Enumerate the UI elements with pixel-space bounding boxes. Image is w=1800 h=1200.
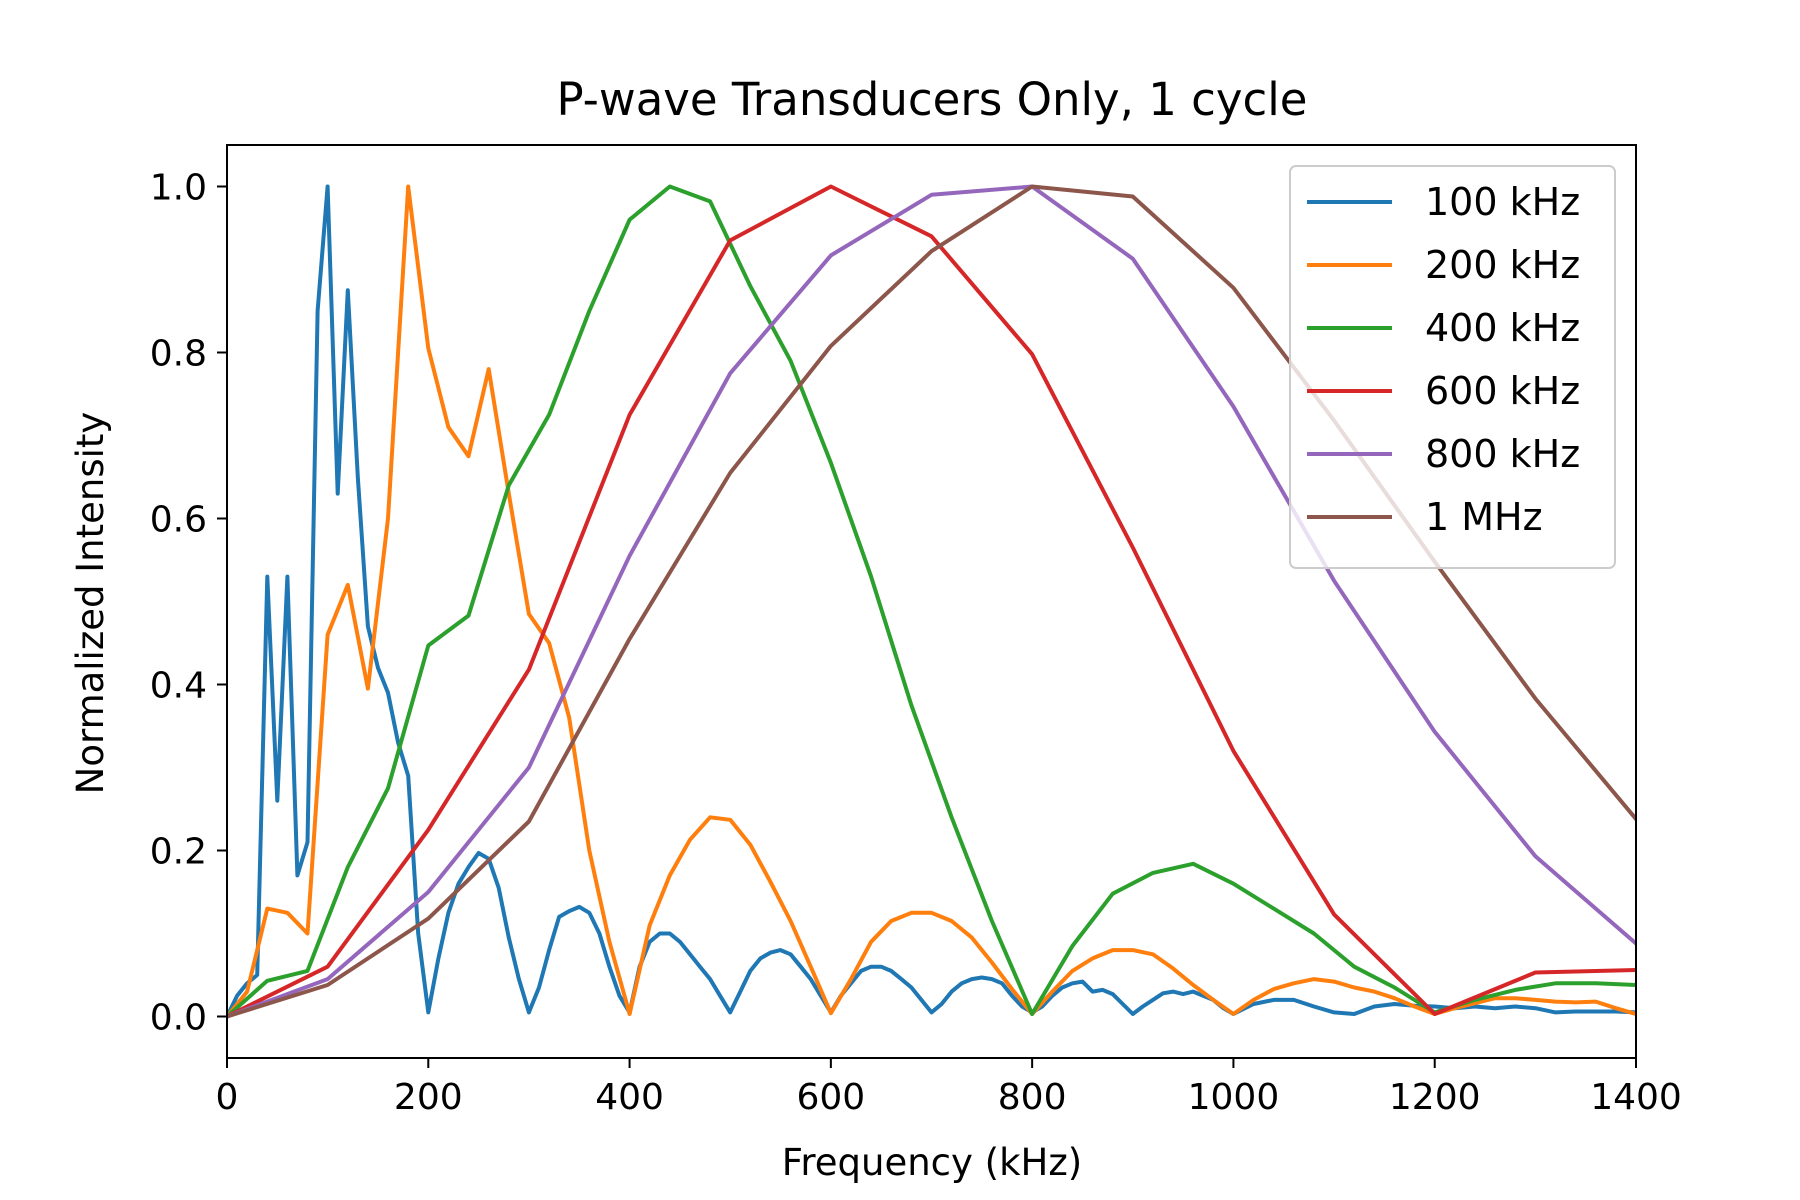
- x-tick-label: 200: [394, 1077, 463, 1118]
- x-axis: 0 200 400 600 800 1000 1200 1400: [216, 1058, 1682, 1118]
- y-tick-label: 0.2: [150, 832, 207, 873]
- legend-entry-label: 200 kHz: [1425, 243, 1580, 287]
- x-tick-label: 1200: [1389, 1077, 1481, 1118]
- legend-entry-label: 100 kHz: [1425, 180, 1580, 224]
- series-line-200-khz: [227, 184, 1636, 1020]
- chart-title: P-wave Transducers Only, 1 cycle: [557, 73, 1308, 126]
- y-tick-label: 0.0: [150, 998, 207, 1039]
- y-tick-label: 0.6: [150, 500, 207, 541]
- y-tick-label: 0.4: [150, 666, 207, 707]
- legend-entry-label: 600 kHz: [1425, 369, 1580, 413]
- x-tick-label: 400: [595, 1077, 664, 1118]
- y-axis-title: Normalized Intensity: [69, 412, 112, 795]
- legend-entry-label: 800 kHz: [1425, 432, 1580, 476]
- y-axis: 0.0 0.2 0.4 0.6 0.8 1.0: [150, 168, 227, 1039]
- x-axis-title: Frequency (kHz): [782, 1141, 1082, 1184]
- y-tick-label: 0.8: [150, 334, 207, 375]
- legend: 100 kHz 200 kHz 400 kHz 600 kHz 800 kHz 1 MHz: [1289, 165, 1616, 569]
- y-tick-label: 1.0: [150, 168, 207, 209]
- legend-entry-label: 400 kHz: [1425, 306, 1580, 350]
- series-line-400-khz: [227, 184, 1636, 1020]
- legend-entry-label: 1 MHz: [1425, 495, 1543, 539]
- x-tick-label: 600: [796, 1077, 865, 1118]
- x-tick-label: 1400: [1590, 1077, 1682, 1118]
- x-tick-label: 800: [998, 1077, 1067, 1118]
- series-line-800-khz: [227, 184, 1636, 1019]
- series-line-600-khz: [227, 184, 1636, 1019]
- x-tick-label: 1000: [1188, 1077, 1280, 1118]
- plot-frame: [226, 144, 1637, 1059]
- x-tick-label: 0: [216, 1077, 239, 1118]
